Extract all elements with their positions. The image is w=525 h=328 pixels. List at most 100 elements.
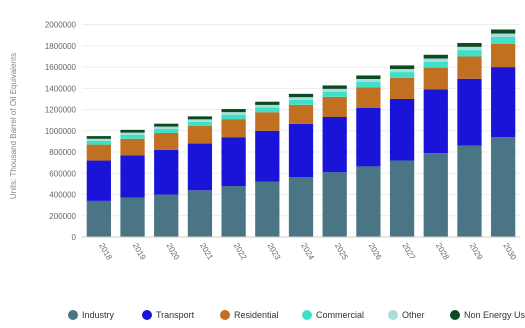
bar-segment-industry <box>423 153 448 237</box>
x-tick-label: 2024 <box>299 242 316 262</box>
bar-segment-commercial <box>288 99 314 105</box>
bar-segment-transport <box>491 67 516 138</box>
bar-segment-non-energy-use <box>322 85 347 89</box>
bar-segment-non-energy-use <box>255 101 280 105</box>
bar-segment-other <box>187 119 213 122</box>
y-tick-label: 800000 <box>49 148 76 157</box>
y-axis-label: Units: Thousand Barrel of Oil Equivalent… <box>9 53 18 199</box>
bar-segment-other <box>255 104 280 108</box>
x-tick-label: 2023 <box>266 242 283 262</box>
y-tick-label: 0 <box>72 233 77 242</box>
bar-segment-non-energy-use <box>154 123 179 127</box>
y-tick-label: 1000000 <box>45 127 77 136</box>
bar-segment-residential <box>154 132 179 150</box>
x-tick-label: 2018 <box>97 242 114 262</box>
y-tick-label: 1600000 <box>45 63 77 72</box>
bar-segment-non-energy-use <box>389 65 415 70</box>
bar-segment-commercial <box>389 72 415 78</box>
bar-segment-other <box>389 69 415 73</box>
bar-segment-other <box>322 88 347 92</box>
bar-segment-industry <box>86 200 111 237</box>
bar-segment-industry <box>389 160 415 237</box>
bar-segment-commercial <box>491 36 516 44</box>
bar-segment-non-energy-use <box>86 136 111 139</box>
y-tick-label: 1400000 <box>45 84 77 93</box>
bar-segment-residential <box>221 119 246 138</box>
bar-segment-residential <box>255 112 280 131</box>
x-tick-label: 2026 <box>367 242 384 262</box>
legend-swatch <box>220 310 230 320</box>
legend-label: Residential <box>234 310 279 320</box>
bar-segment-industry <box>288 177 314 237</box>
x-tick-label: 2021 <box>198 242 215 262</box>
y-tick-label: 1200000 <box>45 106 77 115</box>
bar-segment-non-energy-use <box>457 42 482 47</box>
y-tick-label: 400000 <box>49 191 76 200</box>
legend-swatch <box>68 310 78 320</box>
y-tick-label: 600000 <box>49 169 76 178</box>
legend-item-other: Other <box>388 310 425 320</box>
bar-segment-commercial <box>423 61 448 68</box>
bar-segment-industry <box>322 172 347 237</box>
bar-segment-industry <box>491 137 516 237</box>
legend: Industry Transport Residential Commercial Ot… <box>68 310 525 320</box>
bar-segment-commercial <box>322 91 347 97</box>
bar-segment-non-energy-use <box>187 116 213 120</box>
y-tick-label: 200000 <box>49 212 76 221</box>
x-tick-label: 2025 <box>333 242 350 262</box>
bar-segment-industry <box>457 145 482 237</box>
bar-segment-transport <box>288 123 314 178</box>
bar-segment-residential <box>457 56 482 79</box>
legend-item-industry: Industry <box>68 310 115 320</box>
bar-segment-non-energy-use <box>356 75 381 79</box>
bar-segment-residential <box>389 77 415 99</box>
bar-segment-industry <box>154 194 179 237</box>
legend-item-non-energy-use: Non Energy Use <box>450 310 525 320</box>
legend-label: Other <box>402 310 425 320</box>
x-axis: 2018 2019 2020 2021 2022 2023 2024 2025 2026 2027… <box>82 236 520 262</box>
bar-segment-other <box>356 78 381 82</box>
bar-segment-non-energy-use <box>423 54 448 59</box>
bar-segment-transport <box>187 143 213 191</box>
bar-segment-other <box>457 46 482 51</box>
bar-segment-commercial <box>86 140 111 145</box>
legend-item-commercial: Commercial <box>302 310 364 320</box>
bar-segment-commercial <box>255 107 280 113</box>
legend-swatch <box>142 310 152 320</box>
bar-segment-residential <box>423 67 448 90</box>
legend-label: Non Energy Use <box>464 310 525 320</box>
bar-segment-residential <box>120 138 145 156</box>
bar-segment-transport <box>389 98 415 161</box>
bar-segment-residential <box>288 104 314 124</box>
bar-segment-transport <box>322 117 347 173</box>
bar-segment-transport <box>221 137 246 187</box>
y-axis: 0 200000 400000 600000 800000 1000000 1200000 1… <box>45 21 77 242</box>
bar-segment-commercial <box>457 50 482 57</box>
legend-item-transport: Transport <box>142 310 195 320</box>
bars <box>86 29 516 237</box>
bar-segment-transport <box>255 130 280 182</box>
bar-segment-transport <box>154 149 179 195</box>
bar-segment-commercial <box>356 81 381 88</box>
y-tick-label: 2000000 <box>45 21 77 30</box>
legend-label: Commercial <box>316 310 364 320</box>
legend-swatch <box>302 310 312 320</box>
bar-segment-other <box>423 58 448 62</box>
bar-segment-transport <box>120 155 145 198</box>
bar-segment-other <box>288 97 314 100</box>
bar-segment-non-energy-use <box>491 29 516 34</box>
bar-segment-commercial <box>221 114 246 120</box>
bar-segment-residential <box>322 96 347 118</box>
legend-swatch <box>450 310 460 320</box>
bar-segment-transport <box>86 160 111 201</box>
bar-segment-other <box>221 112 246 115</box>
x-tick-label: 2022 <box>232 242 249 262</box>
bar-segment-transport <box>356 107 381 167</box>
y-tick-label: 1800000 <box>45 42 77 51</box>
bar-segment-commercial <box>154 128 179 133</box>
bar-segment-transport <box>457 78 482 146</box>
bar-segment-other <box>120 132 145 135</box>
x-tick-label: 2027 <box>400 242 417 262</box>
x-tick-label: 2019 <box>131 242 148 262</box>
